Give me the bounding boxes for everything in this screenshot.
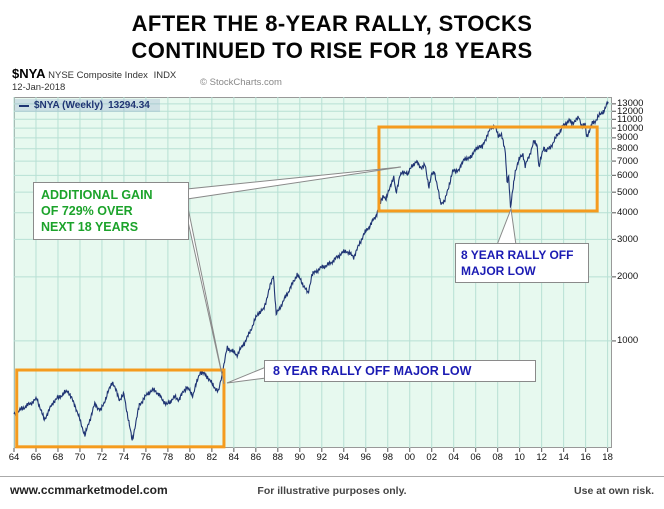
y-tick-label: 1000 — [617, 335, 639, 347]
y-tick-label: 8000 — [617, 143, 639, 155]
rally-2009-line1: 8 YEAR RALLY OFF — [461, 248, 574, 262]
x-tick-label: 08 — [492, 452, 503, 463]
y-tick-label: 13000 — [617, 98, 644, 110]
symbol: $NYA — [12, 66, 46, 81]
x-tick-label: 18 — [602, 452, 613, 463]
x-tick-label: 86 — [250, 452, 262, 463]
chart-header: $NYA NYSE Composite Index INDX — [12, 66, 176, 81]
x-tick-label: 80 — [184, 452, 196, 463]
legend-value: 13294.34 — [108, 100, 150, 111]
symbol-exchange: INDX — [153, 70, 177, 81]
footer-divider — [0, 476, 664, 477]
y-tick-label: 7000 — [617, 155, 639, 167]
x-tick-label: 04 — [448, 452, 459, 463]
y-tick-label: 11000 — [617, 113, 643, 125]
gain-line2: OF 729% OVER — [41, 204, 133, 218]
footer-website: www.ccmmarketmodel.com — [10, 483, 168, 497]
x-tick-label: 70 — [74, 452, 86, 463]
y-tick-label: 5000 — [617, 186, 639, 198]
x-tick-label: 84 — [228, 452, 240, 463]
x-tick-label: 06 — [470, 452, 481, 463]
rally-annotation-1982: 8 YEAR RALLY OFF MAJOR LOW — [264, 360, 536, 382]
y-tick-label: 10000 — [617, 122, 644, 134]
legend-line-swatch — [19, 104, 29, 107]
x-tick-label: 90 — [294, 452, 306, 463]
y-tick-label: 9000 — [617, 132, 639, 144]
x-tick-label: 98 — [382, 452, 394, 463]
footer-risk-note: Use at own risk. — [574, 485, 654, 497]
y-tick-label: 3000 — [617, 233, 639, 245]
x-tick-label: 76 — [140, 452, 152, 463]
x-tick-label: 72 — [96, 452, 108, 463]
symbol-name: NYSE Composite Index — [48, 70, 148, 81]
x-tick-label: 16 — [580, 452, 591, 463]
x-tick-label: 94 — [338, 452, 350, 463]
x-tick-label: 14 — [558, 452, 569, 463]
legend: $NYA (Weekly) 13294.34 — [15, 99, 160, 112]
page-title: AFTER THE 8-YEAR RALLY, STOCKS CONTINUED… — [0, 10, 664, 64]
x-tick-label: 92 — [316, 452, 328, 463]
stockcharts-credit: © StockCharts.com — [200, 77, 282, 88]
x-tick-label: 02 — [426, 452, 438, 463]
x-tick-label: 00 — [404, 452, 416, 463]
x-tick-label: 66 — [30, 452, 42, 463]
x-tick-label: 78 — [162, 452, 174, 463]
gain-annotation: ADDITIONAL GAIN OF 729% OVER NEXT 18 YEA… — [33, 182, 189, 240]
title-line2: CONTINUED TO RISE FOR 18 YEARS — [131, 38, 533, 63]
x-tick-label: 64 — [8, 452, 20, 463]
x-tick-label: 12 — [536, 452, 547, 463]
footer-disclaimer: For illustrative purposes only. — [257, 485, 407, 497]
y-tick-label: 4000 — [617, 207, 639, 219]
x-tick-label: 88 — [272, 452, 284, 463]
x-tick-label: 96 — [360, 452, 372, 463]
gain-line3: NEXT 18 YEARS — [41, 220, 139, 234]
chart-date: 12-Jan-2018 — [12, 82, 66, 93]
legend-label: $NYA (Weekly) — [34, 100, 104, 111]
x-tick-label: 74 — [118, 452, 130, 463]
gain-line1: ADDITIONAL GAIN — [41, 188, 153, 202]
title-line1: AFTER THE 8-YEAR RALLY, STOCKS — [131, 11, 533, 36]
x-tick-label: 68 — [52, 452, 64, 463]
x-tick-label: 10 — [514, 452, 525, 463]
rally-2009-line2: MAJOR LOW — [461, 264, 536, 278]
x-tick-label: 82 — [206, 452, 218, 463]
y-tick-label: 12000 — [617, 105, 644, 117]
y-tick-label: 6000 — [617, 169, 639, 181]
y-tick-label: 2000 — [617, 271, 639, 283]
rally-annotation-2009: 8 YEAR RALLY OFF MAJOR LOW — [455, 243, 589, 283]
